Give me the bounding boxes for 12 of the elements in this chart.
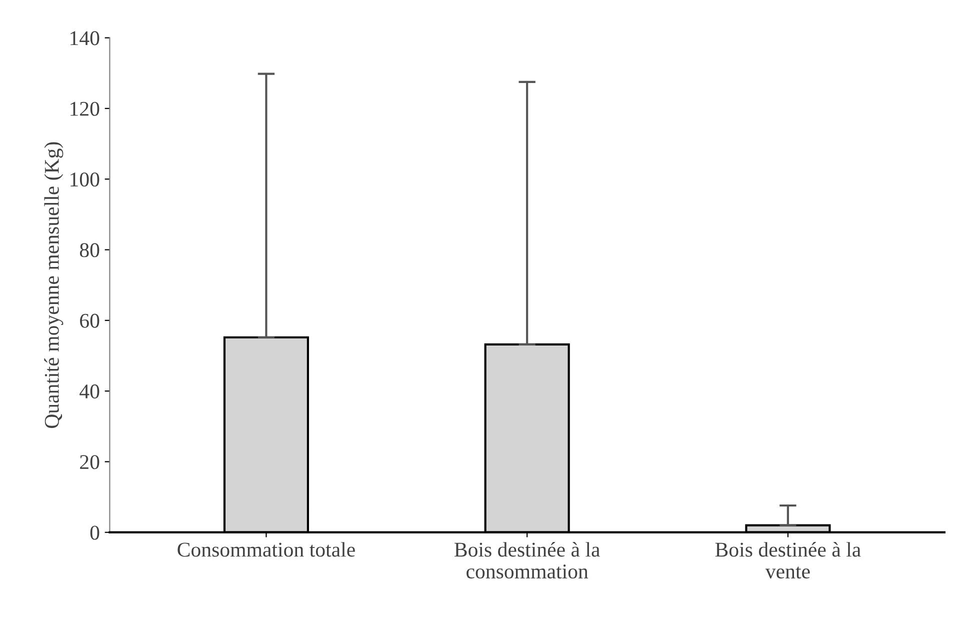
y-tick-label: 20 xyxy=(80,455,100,470)
x-tick-label: Consommation totale xyxy=(178,542,355,557)
y-tick-label: 40 xyxy=(80,384,100,398)
x-tick-label: Bois destinée à la consommation xyxy=(454,542,600,579)
y-axis-title: Quantité moyenne mensuelle (Kg) xyxy=(44,142,64,428)
y-tick-label: 0 xyxy=(90,526,100,540)
y-tick-label: 60 xyxy=(80,314,100,328)
y-tick-label: 100 xyxy=(70,172,100,187)
x-tick-label: Bois destinée à la vente xyxy=(715,542,861,579)
y-tick-label: 140 xyxy=(70,31,100,46)
y-tick-label: 80 xyxy=(80,243,100,258)
y-tick-label: 120 xyxy=(70,102,100,116)
